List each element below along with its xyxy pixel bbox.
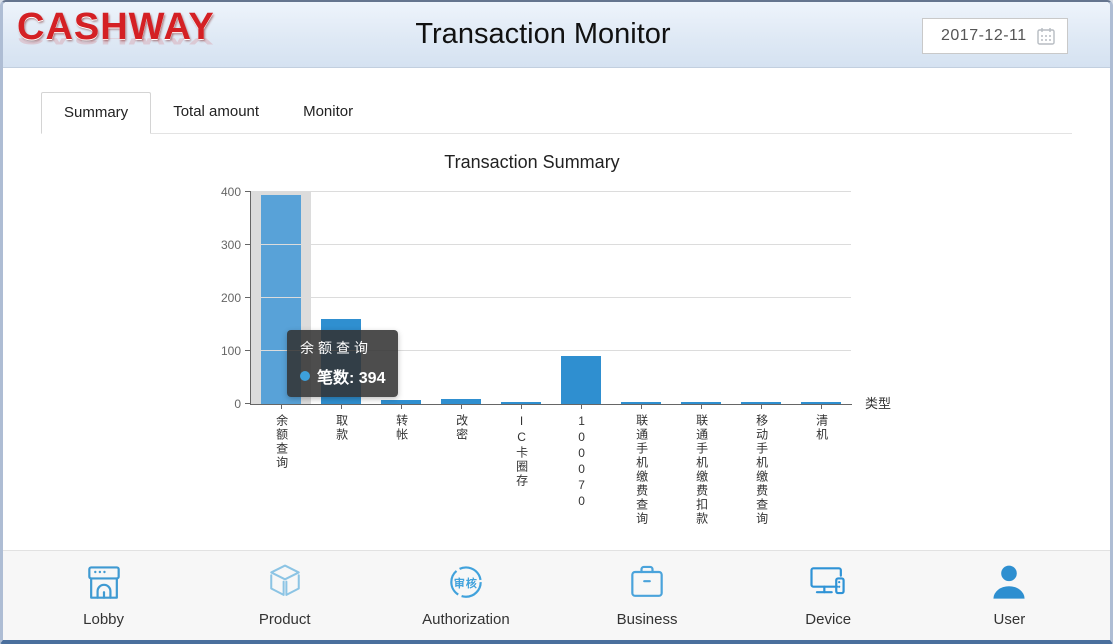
x-tick-label: 转帐 — [394, 414, 409, 442]
y-tick — [245, 403, 251, 404]
bar-联通手机缴费查询[interactable] — [621, 402, 661, 404]
nav-item-lobby[interactable]: Lobby — [39, 560, 169, 628]
nav-item-label: Product — [258, 610, 311, 628]
x-tick-label: 移动手机缴费查询 — [754, 414, 769, 526]
user-icon — [944, 560, 1074, 606]
nav-item-label: User — [993, 610, 1026, 628]
bar-清机[interactable] — [801, 402, 841, 404]
x-tick — [401, 404, 402, 409]
x-tick — [461, 404, 462, 409]
tooltip-title: 余额查询 — [300, 340, 372, 356]
page-title: Transaction Monitor — [415, 18, 671, 50]
nav-item-label: Lobby — [83, 610, 125, 628]
nav-item-authorization[interactable]: 审核 Authorization — [401, 560, 531, 628]
gridline-300 — [251, 244, 851, 245]
bar-联通手机缴费扣款[interactable] — [681, 402, 721, 404]
cube-icon — [220, 560, 350, 606]
y-axis-line — [250, 192, 251, 404]
category-slot: 移动手机缴费查询 — [731, 192, 791, 526]
gridline-200 — [251, 297, 851, 298]
nav-item-user[interactable]: User — [944, 560, 1074, 628]
audit-stamp-icon-text: 审核 — [453, 577, 478, 590]
date-value: 2017-12-11 — [941, 27, 1027, 44]
date-picker[interactable]: 2017-12-11 — [922, 18, 1068, 54]
bottom-nav: Lobby Product 审核 Authorization Business Devic… — [3, 550, 1110, 640]
x-tick — [701, 404, 702, 409]
x-tick — [641, 404, 642, 409]
x-tick — [821, 404, 822, 409]
category-slot: 转帐 — [371, 192, 431, 442]
y-tick-label: 300 — [220, 238, 241, 252]
transaction-summary-chart: 余额查询 取款 转帐 改密 IC卡圈存 100070 联通手机缴费查询 联通手机缴费扣款 移动手… — [221, 185, 891, 526]
tab-bar: Summary Total amount Monitor — [41, 92, 1072, 134]
x-tick — [341, 404, 342, 409]
y-tick — [245, 244, 251, 245]
storefront-icon — [39, 560, 169, 606]
x-tick — [281, 404, 282, 409]
bar-改密[interactable] — [441, 399, 481, 404]
x-tick-label: 100070 — [574, 414, 589, 510]
category-slot: 清机 — [791, 192, 851, 442]
chart-tooltip: 余额查询 笔数: 394 — [287, 330, 399, 397]
x-tick-label: 取款 — [334, 414, 349, 442]
tooltip-value: 笔数: 394 — [317, 370, 386, 387]
x-tick — [581, 404, 582, 409]
nav-item-label: Business — [616, 610, 678, 628]
monitor-icon — [763, 560, 893, 606]
briefcase-icon — [582, 560, 712, 606]
y-tick — [245, 191, 251, 192]
y-tick-label: 200 — [220, 291, 241, 305]
category-slot: 改密 — [431, 192, 491, 442]
nav-item-label: Authorization — [422, 610, 510, 628]
y-tick-label: 100 — [220, 344, 241, 358]
x-tick-label: 联通手机缴费扣款 — [694, 414, 709, 526]
x-tick-label: 余额查询 — [274, 414, 289, 470]
category-slot: 联通手机缴费扣款 — [671, 192, 731, 526]
cashway-logo-text: CASHWAY — [17, 6, 215, 48]
x-tick-label: 清机 — [814, 414, 829, 442]
x-tick — [761, 404, 762, 409]
bar-IC卡圈存[interactable] — [501, 402, 541, 404]
nav-item-label: Device — [805, 610, 852, 628]
x-tick-label: 改密 — [454, 414, 469, 442]
y-tick — [245, 350, 251, 351]
gridline-100 — [251, 350, 851, 351]
x-axis-line — [250, 404, 852, 405]
category-slot: 联通手机缴费查询 — [611, 192, 671, 526]
tab-monitor[interactable]: Monitor — [303, 103, 354, 120]
app-header: CASHWAY CASHWAY Transaction Monitor 2017… — [3, 2, 1110, 68]
x-axis-name: 类型 — [865, 396, 892, 411]
tooltip-value-row: 笔数: 394 — [300, 364, 385, 388]
category-slot: 100070 — [551, 192, 611, 510]
gridline-400 — [251, 191, 851, 192]
bar-100070[interactable] — [561, 356, 601, 404]
bar-转帐[interactable] — [381, 400, 421, 404]
series-marker-dot — [300, 371, 310, 381]
nav-item-device[interactable]: Device — [763, 560, 893, 628]
x-tick — [521, 404, 522, 409]
nav-item-business[interactable]: Business — [582, 560, 712, 628]
cashway-logo: CASHWAY CASHWAY — [17, 8, 215, 63]
y-tick-label: 400 — [220, 185, 241, 199]
tab-summary[interactable]: Summary — [41, 92, 152, 134]
chart-title: Transaction Summary — [444, 152, 620, 172]
x-tick-label: IC卡圈存 — [514, 414, 529, 488]
x-tick-label: 联通手机缴费查询 — [634, 414, 649, 526]
y-tick-label: 0 — [234, 397, 241, 411]
calendar-icon[interactable] — [1035, 25, 1057, 47]
audit-stamp-icon: 审核 — [401, 560, 531, 606]
tab-total-amount[interactable]: Total amount — [173, 103, 260, 120]
category-slot: IC卡圈存 — [491, 192, 551, 488]
nav-item-product[interactable]: Product — [220, 560, 350, 628]
y-tick — [245, 297, 251, 298]
bar-移动手机缴费查询[interactable] — [741, 402, 781, 404]
